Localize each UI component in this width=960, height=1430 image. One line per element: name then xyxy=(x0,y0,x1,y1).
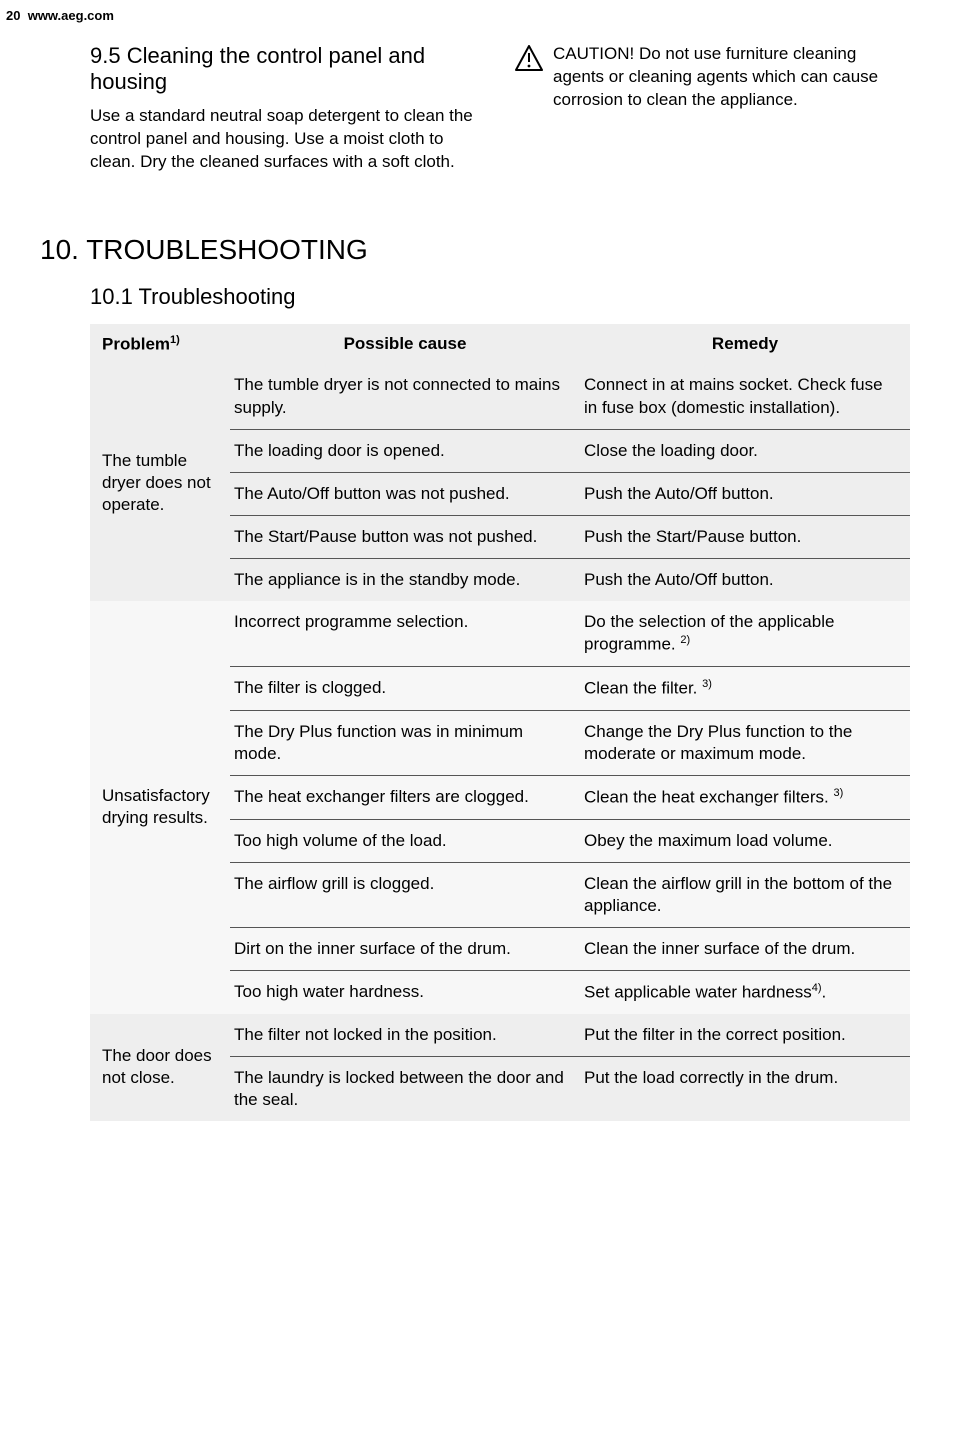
cause-cell: Too high water hardness. xyxy=(230,970,580,1013)
remedy-cell: Change the Dry Plus function to the mode… xyxy=(580,710,910,775)
cause-cell: Incorrect programme selection. xyxy=(230,601,580,666)
section-9-5-text: Use a standard neutral soap detergent to… xyxy=(90,105,485,174)
remedy-cell: Clean the airflow grill in the bottom of… xyxy=(580,862,910,927)
section-9-5-row: 9.5 Cleaning the control panel and housi… xyxy=(90,43,910,174)
remedy-cell: Clean the heat exchanger filters. 3) xyxy=(580,775,910,819)
cause-cell: The filter not locked in the position. xyxy=(230,1014,580,1057)
cause-cell: The Dry Plus function was in minimum mod… xyxy=(230,710,580,775)
remedy-cell: Clean the filter. 3) xyxy=(580,666,910,710)
chapter-10-sub: 10.1 Troubleshooting xyxy=(90,284,910,310)
remedy-cell: Put the filter in the correct position. xyxy=(580,1014,910,1057)
th-remedy: Remedy xyxy=(580,324,910,365)
caution-text-block: CAUTION! Do not use furniture cleaning a… xyxy=(553,43,910,112)
cause-cell: The laundry is locked between the door a… xyxy=(230,1056,580,1121)
problem-cell: Unsatisfactory drying results. xyxy=(90,601,230,1014)
page-header: 20 www.aeg.com xyxy=(0,0,960,23)
problem-cell: The tumble dryer does not operate. xyxy=(90,364,230,601)
cause-cell: Dirt on the inner surface of the drum. xyxy=(230,927,580,970)
remedy-cell: Push the Start/Pause button. xyxy=(580,515,910,558)
section-9-5-left: 9.5 Cleaning the control panel and housi… xyxy=(90,43,485,174)
cause-cell: The filter is clogged. xyxy=(230,666,580,710)
remedy-cell: Close the loading door. xyxy=(580,429,910,472)
caution-block: CAUTION! Do not use furniture cleaning a… xyxy=(515,43,910,174)
problem-cell: The door does not close. xyxy=(90,1014,230,1121)
remedy-cell: Clean the inner surface of the drum. xyxy=(580,927,910,970)
remedy-cell: Obey the maximum load volume. xyxy=(580,819,910,862)
cause-cell: Too high volume of the load. xyxy=(230,819,580,862)
cause-cell: The Auto/Off button was not pushed. xyxy=(230,472,580,515)
remedy-cell: Set applicable water hardness4). xyxy=(580,970,910,1013)
section-9-5-title: 9.5 Cleaning the control panel and housi… xyxy=(90,43,485,95)
remedy-cell: Put the load correctly in the drum. xyxy=(580,1056,910,1121)
th-cause: Possible cause xyxy=(230,324,580,365)
remedy-cell: Push the Auto/Off button. xyxy=(580,472,910,515)
caution-title: CAUTION! xyxy=(553,44,634,63)
cause-cell: The heat exchanger filters are clogged. xyxy=(230,775,580,819)
cause-cell: The Start/Pause button was not pushed. xyxy=(230,515,580,558)
header-url: www.aeg.com xyxy=(28,8,114,23)
page-number: 20 xyxy=(6,8,20,23)
page-content: 9.5 Cleaning the control panel and housi… xyxy=(0,23,960,1161)
th-problem: Problem1) xyxy=(90,324,230,365)
chapter-10-title: 10. TROUBLESHOOTING xyxy=(40,234,910,266)
cause-cell: The appliance is in the standby mode. xyxy=(230,558,580,601)
remedy-cell: Connect in at mains socket. Check fuse i… xyxy=(580,364,910,429)
caution-icon xyxy=(515,45,543,76)
cause-cell: The tumble dryer is not connected to mai… xyxy=(230,364,580,429)
troubleshooting-table: Problem1)Possible causeRemedyThe tumble … xyxy=(90,324,910,1121)
cause-cell: The loading door is opened. xyxy=(230,429,580,472)
remedy-cell: Push the Auto/Off button. xyxy=(580,558,910,601)
cause-cell: The airflow grill is clogged. xyxy=(230,862,580,927)
remedy-cell: Do the selection of the applicable progr… xyxy=(580,601,910,666)
